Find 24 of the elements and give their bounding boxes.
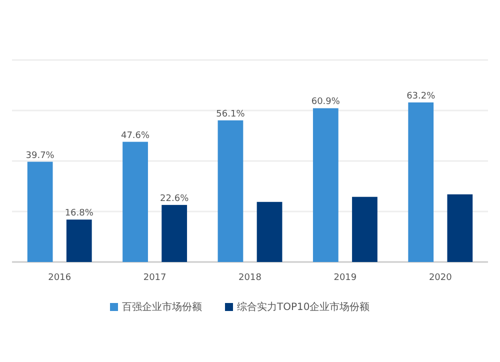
data-label: 60.9% [311, 97, 340, 108]
data-label: 63.2% [406, 91, 436, 102]
x-tick-label: 2019 [334, 273, 357, 283]
bar [408, 102, 434, 262]
data-label: 56.1% [216, 109, 246, 120]
bar [27, 162, 53, 262]
bar [218, 120, 244, 262]
bar [352, 196, 378, 262]
bar [162, 204, 188, 262]
x-tick-label: 2017 [143, 273, 166, 283]
bar [447, 194, 473, 262]
data-label: 22.6% [160, 194, 190, 204]
x-tick-label: 2018 [238, 273, 262, 283]
x-tick-label: 2020 [428, 273, 452, 283]
x-tick-label: 2016 [48, 273, 72, 283]
bar [122, 142, 148, 262]
data-label: 39.7% [26, 150, 55, 161]
bar [312, 108, 338, 262]
data-label: 47.6% [120, 130, 150, 141]
data-label: 16.8% [64, 208, 94, 219]
bar [256, 202, 282, 262]
legend-label: 综合实力TOP10企业市场份额 [237, 301, 370, 313]
bar [66, 220, 92, 262]
legend-label: 百强企业市场份额 [122, 301, 202, 313]
